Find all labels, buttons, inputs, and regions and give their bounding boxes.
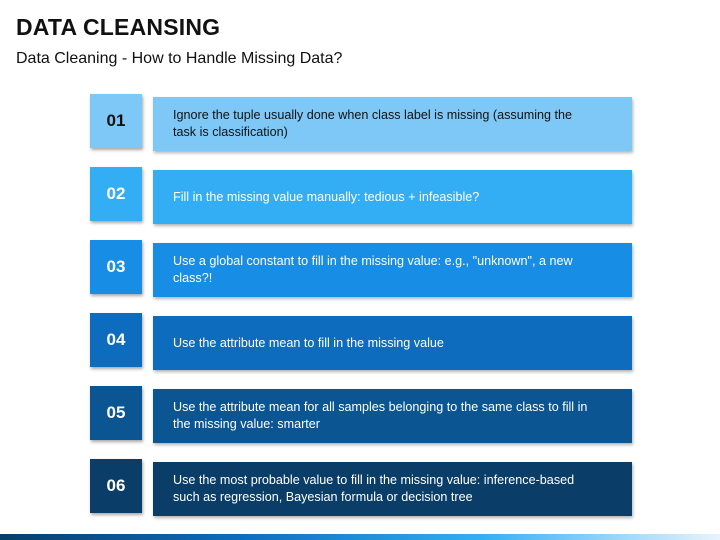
step-number: 03 — [90, 240, 142, 294]
step-item-02: 02 Fill in the missing value manually: t… — [90, 164, 632, 224]
step-text: Ignore the tuple usually done when class… — [153, 97, 632, 151]
step-item-03: 03 Use a global constant to fill in the … — [90, 237, 632, 297]
step-number: 05 — [90, 386, 142, 440]
bracket-divider — [148, 237, 160, 295]
bracket-divider — [148, 383, 160, 441]
bracket-divider — [148, 164, 160, 222]
step-item-04: 04 Use the attribute mean to fill in the… — [90, 310, 632, 370]
step-item-06: 06 Use the most probable value to fill i… — [90, 456, 632, 516]
step-text: Use the attribute mean to fill in the mi… — [153, 316, 632, 370]
step-item-01: 01 Ignore the tuple usually done when cl… — [90, 91, 632, 151]
step-number: 02 — [90, 167, 142, 221]
footer-gradient-band — [0, 534, 720, 540]
bracket-divider — [148, 310, 160, 368]
step-text: Use the most probable value to fill in t… — [153, 462, 632, 516]
bracket-divider — [148, 456, 160, 514]
page-subtitle: Data Cleaning - How to Handle Missing Da… — [16, 50, 343, 67]
step-item-05: 05 Use the attribute mean for all sample… — [90, 383, 632, 443]
step-number: 04 — [90, 313, 142, 367]
step-text: Fill in the missing value manually: tedi… — [153, 170, 632, 224]
step-number: 06 — [90, 459, 142, 513]
step-number: 01 — [90, 94, 142, 148]
bracket-divider — [148, 91, 160, 149]
step-text: Use a global constant to fill in the mis… — [153, 243, 632, 297]
step-text: Use the attribute mean for all samples b… — [153, 389, 632, 443]
page-title: DATA CLEANSING — [16, 14, 221, 40]
